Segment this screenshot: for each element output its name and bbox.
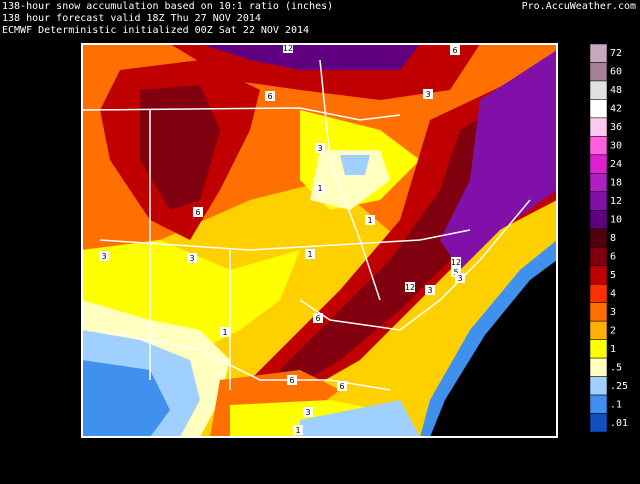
contour-label: 3 <box>305 408 310 417</box>
legend-label: 12 <box>610 196 622 207</box>
legend-label: 18 <box>610 178 622 189</box>
contour-label: 3 <box>101 252 106 261</box>
legend-label: 10 <box>610 215 622 226</box>
legend-swatch <box>589 210 608 230</box>
map-frame <box>81 43 558 438</box>
legend-label: 72 <box>610 48 622 59</box>
legend-label: .1 <box>610 399 622 410</box>
contour-label-box <box>337 381 347 391</box>
legend-label: 24 <box>610 159 622 170</box>
legend-swatch <box>589 265 608 285</box>
legend-swatch <box>589 246 608 266</box>
legend-swatch <box>589 376 608 396</box>
contour-label-box <box>315 183 325 193</box>
legend-label: .25 <box>610 381 628 392</box>
contour-label-box <box>287 375 297 385</box>
legend-swatch <box>589 283 608 303</box>
legend-swatch <box>589 62 608 82</box>
contour-label-box <box>193 207 203 217</box>
contour-label-box <box>265 91 275 101</box>
contour-label: 1 <box>307 250 312 259</box>
contour-label: 6 <box>315 314 320 323</box>
legend-swatch <box>589 357 608 377</box>
brand: Pro.AccuWeather.com <box>522 1 636 12</box>
legend-label: .01 <box>610 418 628 429</box>
contour-label-box <box>313 313 323 323</box>
legend-swatch <box>589 173 608 193</box>
contour-label: 12 <box>451 258 461 267</box>
legend-label: 2 <box>610 325 616 336</box>
legend-label: 8 <box>610 233 616 244</box>
legend-swatch <box>589 154 608 174</box>
contour-label: 6 <box>195 208 200 217</box>
contour-label: 3 <box>189 254 194 263</box>
legend-swatch <box>589 136 608 156</box>
contour-label-box <box>405 282 415 292</box>
contour-label-box <box>305 249 315 259</box>
contour-label-box <box>220 327 230 337</box>
contour-label-box <box>450 45 460 55</box>
contour-label-box <box>99 251 109 261</box>
contour-label-box <box>451 257 461 267</box>
legend-label: 6 <box>610 251 616 262</box>
legend-label: 1 <box>610 344 616 355</box>
legend-swatch <box>589 191 608 211</box>
legend-label: .5 <box>610 362 622 373</box>
legend-swatch <box>589 339 608 359</box>
contour-label-box <box>303 407 313 417</box>
contour-label: 1 <box>222 328 227 337</box>
contour-label: 1 <box>295 426 300 435</box>
contour-label: 1 <box>367 216 372 225</box>
legend-swatch <box>589 302 608 322</box>
contour-label: 6 <box>452 46 457 55</box>
contour-label: 3 <box>457 274 462 283</box>
contour-label: 6 <box>339 382 344 391</box>
legend-label: 48 <box>610 85 622 96</box>
header-line: ECMWF Deterministic initialized 00Z Sat … <box>2 25 309 36</box>
header-line: 138 hour forecast valid 18Z Thu 27 NOV 2… <box>2 13 261 24</box>
contour-label: 6 <box>267 92 272 101</box>
contour-label: 12 <box>283 44 293 53</box>
legend-label: 36 <box>610 122 622 133</box>
contour-label: 3 <box>425 90 430 99</box>
legend-swatch <box>589 99 608 119</box>
contour-label-box <box>315 143 325 153</box>
contour-label-box <box>283 43 293 53</box>
contour-label-box <box>423 89 433 99</box>
legend-swatch <box>589 43 608 63</box>
legend-label: 4 <box>610 288 616 299</box>
snow-map <box>82 44 557 437</box>
legend-swatch <box>589 413 608 433</box>
legend-label: 60 <box>610 67 622 78</box>
contour-label-box <box>365 215 375 225</box>
legend-swatch <box>589 117 608 137</box>
contour-label-box <box>187 253 197 263</box>
legend: 72 60 48 42 36 30 24 18 12 10 8 6 5 4 3 2 1 .5 .25 .1 .01 <box>589 43 628 433</box>
legend-label: 5 <box>610 270 616 281</box>
borders <box>82 59 531 391</box>
contour-label-box <box>293 425 303 435</box>
contour-label-box <box>425 285 435 295</box>
legend-label: 3 <box>610 307 616 318</box>
contour-label: 3 <box>427 286 432 295</box>
legend-swatch <box>589 320 608 340</box>
contour-label-box <box>451 267 461 277</box>
contour-label: 5 <box>453 268 458 277</box>
contour-label: 6 <box>289 376 294 385</box>
legend-label: 30 <box>610 141 622 152</box>
contour-label: 1 <box>317 184 322 193</box>
contour-label-box <box>455 273 465 283</box>
legend-swatch <box>589 228 608 248</box>
legend-swatch <box>589 80 608 100</box>
legend-swatch <box>589 394 608 414</box>
contour-label: 12 <box>405 283 415 292</box>
contour-label: 3 <box>317 144 322 153</box>
legend-label: 42 <box>610 104 622 115</box>
header-line: 138-hour snow accumulation based on 10:1… <box>2 1 333 12</box>
